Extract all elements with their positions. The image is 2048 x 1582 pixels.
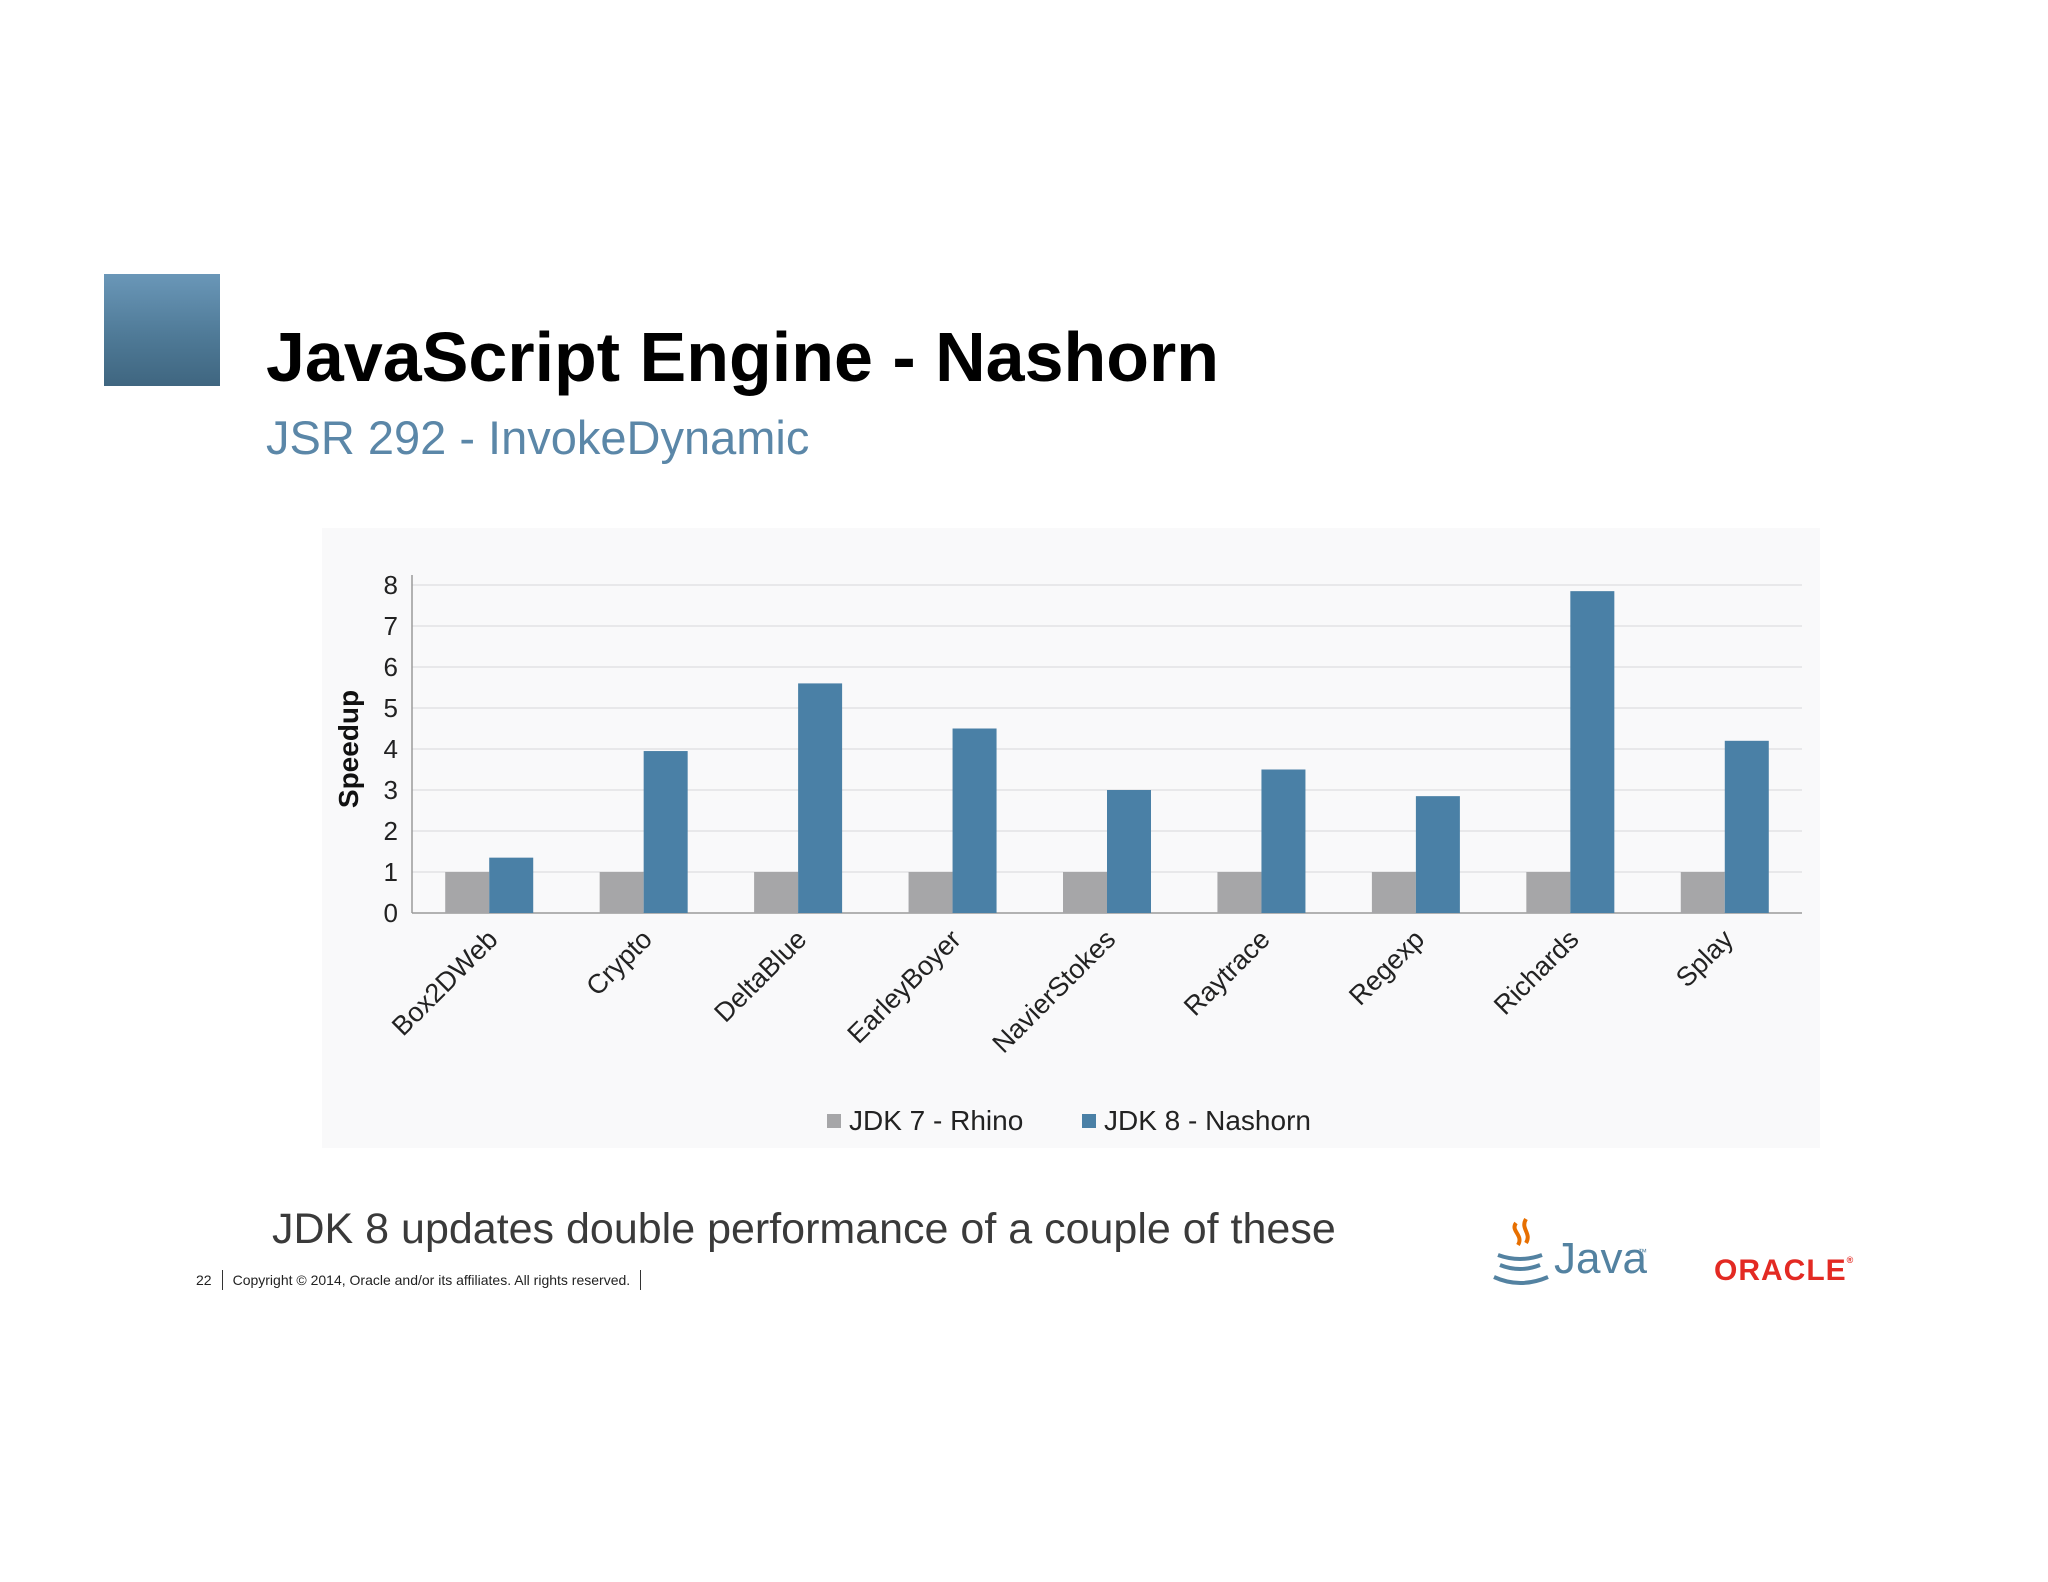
x-tick-label: Richards — [1488, 924, 1585, 1021]
legend-swatch — [827, 1114, 841, 1128]
bar-nashorn — [643, 751, 688, 913]
oracle-logo: ORACLE® — [1714, 1256, 1854, 1286]
bar-rhino — [445, 872, 490, 913]
bar-rhino — [1063, 872, 1107, 913]
slide-subtitle: JSR 292 - InvokeDynamic — [266, 411, 810, 464]
java-logo: Java ™ — [1493, 1217, 1647, 1285]
x-tick-label: Crypto — [580, 924, 657, 1001]
y-tick-label: 2 — [384, 816, 398, 846]
java-cup-icon — [1493, 1217, 1549, 1285]
bar-rhino — [599, 872, 644, 913]
bar-nashorn — [1570, 591, 1615, 913]
bar-nashorn — [1415, 796, 1460, 913]
bar-rhino — [1680, 872, 1725, 913]
title-accent-square — [104, 274, 220, 386]
footer-separator-end — [640, 1270, 642, 1290]
bar-nashorn — [489, 857, 534, 913]
speedup-bar-chart: 0 1 2 3 4 5 6 7 8 Speedup Box2DWeb Crypto DeltaBlue E… — [333, 570, 1802, 1136]
x-tick-label: Box2DWeb — [386, 924, 503, 1041]
bar-rhino — [1526, 872, 1571, 913]
bar-rhino — [754, 872, 799, 913]
oracle-registered-mark: ® — [1846, 1255, 1855, 1265]
bar-nashorn — [1724, 740, 1769, 913]
y-axis-title: Speedup — [333, 690, 364, 808]
copyright-text: Copyright © 2014, Oracle and/or its affi… — [232, 1272, 631, 1288]
x-tick-label: DeltaBlue — [708, 924, 812, 1028]
java-trademark: ™ — [1638, 1247, 1647, 1257]
bar-nashorn — [952, 728, 997, 913]
chart-panel: 0 1 2 3 4 5 6 7 8 Speedup Box2DWeb Crypto DeltaBlue E… — [322, 528, 1820, 1148]
y-tick-label: 6 — [384, 652, 398, 682]
slide-footer: 22 Copyright © 2014, Oracle and/or its a… — [196, 1270, 642, 1290]
legend-swatch — [1082, 1114, 1096, 1128]
y-tick-label: 1 — [384, 857, 398, 887]
y-tick-label: 8 — [384, 570, 398, 600]
x-tick-label: EarleyBoyer — [842, 924, 967, 1049]
bar-nashorn — [1107, 790, 1151, 913]
bar-rhino — [908, 872, 953, 913]
page-number: 22 — [196, 1272, 212, 1288]
bar-nashorn — [798, 683, 843, 913]
oracle-wordmark: ORACLE — [1714, 1254, 1847, 1287]
slide-caption: JDK 8 updates double performance of a co… — [272, 1205, 1336, 1253]
y-tick-label: 3 — [384, 775, 398, 805]
bar-rhino — [1217, 872, 1262, 913]
y-tick-label: 4 — [384, 734, 398, 764]
y-tick-label: 5 — [384, 693, 398, 723]
java-wordmark: Java — [1554, 1234, 1647, 1283]
footer-separator — [221, 1270, 223, 1290]
x-tick-label: Regexp — [1343, 924, 1430, 1011]
legend-label: JDK 8 - Nashorn — [1104, 1105, 1311, 1136]
slide-title: JavaScript Engine - Nashorn — [266, 318, 1220, 396]
legend-label: JDK 7 - Rhino — [849, 1105, 1023, 1136]
x-tick-label: NavierStokes — [986, 924, 1121, 1059]
y-tick-label: 0 — [384, 898, 398, 928]
bar-rhino — [1371, 872, 1416, 913]
bar-nashorn — [1261, 769, 1306, 913]
x-tick-label: Splay — [1670, 924, 1739, 993]
y-tick-label: 7 — [384, 611, 398, 641]
x-tick-label: Raytrace — [1178, 924, 1276, 1022]
